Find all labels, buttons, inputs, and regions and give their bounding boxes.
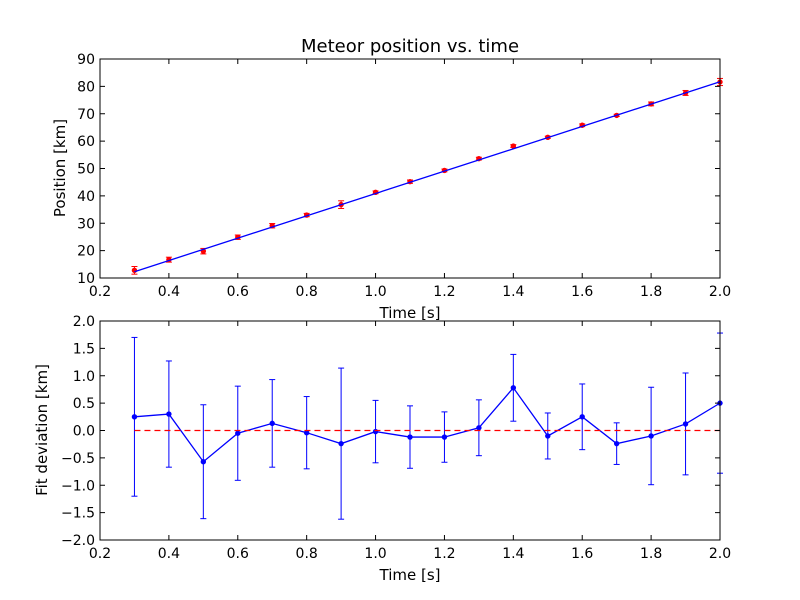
deviation-y-tick-label: −1.0	[61, 478, 95, 494]
chart-title: Meteor position vs. time	[301, 36, 519, 57]
position-x-tick-label: 0.8	[296, 284, 318, 300]
deviation-x-tick-label: 2.0	[709, 546, 731, 562]
deviation-data-point	[200, 459, 207, 465]
deviation-y-axis-label: Fit deviation [km]	[33, 364, 51, 496]
deviation-y-tick-label: 1.5	[73, 341, 95, 357]
position-x-tick-label: 1.2	[433, 284, 455, 300]
deviation-y-tick-label: −1.5	[61, 506, 95, 522]
position-y-tick-label: 20	[77, 244, 95, 260]
deviation-x-tick-label: 0.8	[296, 546, 318, 562]
deviation-x-tick-label: 0.2	[89, 546, 111, 562]
deviation-data-point	[131, 414, 138, 420]
deviation-data-point	[545, 433, 551, 439]
deviation-data-point	[441, 434, 448, 440]
deviation-x-tick-label: 1.4	[502, 546, 524, 562]
position-x-tick-label: 1.4	[502, 284, 524, 300]
position-y-ticks: 10 20 30 40 50 60 70 80 90	[77, 52, 720, 287]
position-y-tick-label: 80	[77, 79, 95, 95]
deviation-x-tick-label: 1.2	[433, 546, 455, 562]
deviation-y-tick-label: −2.0	[61, 533, 95, 549]
position-plot-area	[131, 77, 723, 275]
deviation-data-point	[510, 385, 517, 391]
position-y-tick-label: 90	[77, 52, 95, 68]
deviation-data-point	[338, 440, 344, 447]
position-y-tick-label: 10	[77, 271, 95, 287]
position-x-tick-label: 0.6	[227, 284, 249, 300]
position-x-tick-label: 1.0	[364, 284, 386, 300]
deviation-y-tick-label: −0.5	[61, 451, 95, 467]
position-x-axis-label: Time [s]	[379, 304, 441, 322]
deviation-data-point	[407, 434, 413, 440]
deviation-chart: 0.2 0.4 0.6 0.8 1.0 1.2 1.4 1.6 1.8 2.0 2.0 1.5 1.0…	[33, 314, 731, 584]
deviation-data-point	[476, 425, 482, 431]
deviation-x-tick-label: 1.6	[571, 546, 593, 562]
deviation-plot-area	[131, 332, 723, 520]
deviation-data-point	[682, 421, 689, 427]
position-x-tick-label: 0.2	[89, 284, 111, 300]
position-x-tick-label: 2.0	[709, 284, 731, 300]
deviation-x-tick-label: 0.4	[158, 546, 180, 562]
deviation-data-point	[648, 433, 654, 439]
position-fit-line	[134, 81, 721, 273]
position-y-tick-label: 50	[77, 162, 95, 178]
position-x-tick-label: 0.4	[158, 284, 180, 300]
deviation-data-point	[166, 411, 172, 417]
deviation-data-point	[579, 414, 585, 420]
position-y-tick-label: 70	[77, 107, 95, 123]
position-y-axis-label: Position [km]	[51, 119, 69, 217]
position-x-ticks: 0.2 0.4 0.6 0.8 1.0 1.2 1.4 1.6 1.8 2.0	[89, 59, 731, 300]
deviation-data-point	[613, 440, 620, 447]
position-y-tick-label: 40	[77, 189, 95, 205]
deviation-y-ticks: 2.0 1.5 1.0 0.5 0.0 −0.5 −1.0 −1.5 −2.0	[61, 314, 720, 549]
deviation-x-tick-label: 1.0	[364, 546, 386, 562]
position-x-tick-label: 1.8	[640, 284, 662, 300]
deviation-y-tick-label: 0.5	[73, 396, 95, 412]
position-x-tick-label: 1.6	[571, 284, 593, 300]
deviation-series-line	[134, 386, 721, 463]
deviation-data-point	[269, 420, 275, 427]
deviation-y-tick-label: 0.0	[73, 424, 95, 440]
deviation-x-axis-label: Time [s]	[379, 566, 441, 584]
position-y-tick-label: 30	[77, 216, 95, 232]
deviation-data-point	[235, 430, 241, 436]
deviation-x-tick-label: 0.6	[227, 546, 249, 562]
deviation-y-tick-label: 1.0	[73, 369, 95, 385]
deviation-y-tick-label: 2.0	[73, 314, 95, 330]
position-chart: Meteor position vs. time 0.2 0.4 0.6 0.8 1.0…	[51, 36, 731, 322]
deviation-x-tick-label: 1.8	[640, 546, 662, 562]
deviation-x-ticks: 0.2 0.4 0.6 0.8 1.0 1.2 1.4 1.6 1.8 2.0	[89, 321, 731, 562]
position-y-tick-label: 60	[77, 134, 95, 150]
